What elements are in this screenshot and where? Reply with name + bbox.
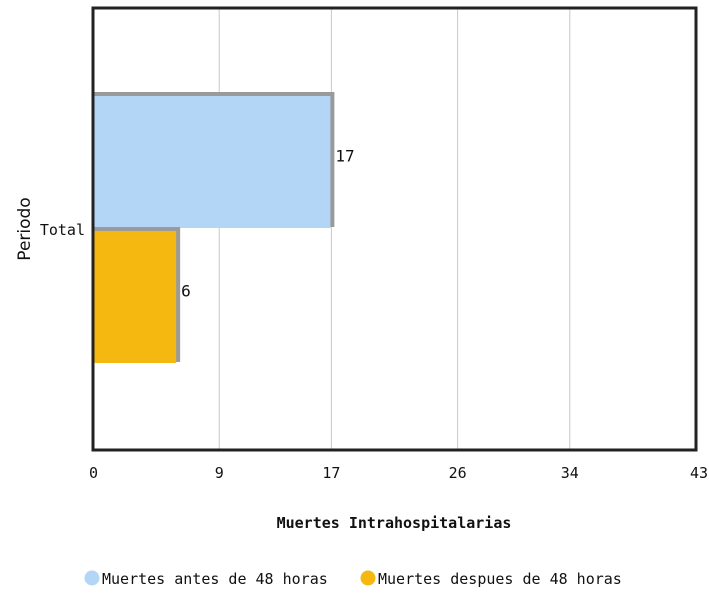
y-axis-title: Periodo	[15, 197, 35, 260]
x-tick-label: 9	[215, 464, 224, 482]
x-axis-title: Muertes Intrahospitalarias	[277, 514, 512, 532]
plot-frame	[91, 6, 698, 452]
x-tick-label: 26	[449, 464, 467, 482]
bars: 17 6	[93, 92, 355, 363]
gridlines	[218, 8, 571, 450]
x-tick-label: 43	[690, 464, 708, 482]
legend-marker	[84, 570, 100, 586]
x-tick-label: 0	[89, 464, 98, 482]
legend-label: Muertes antes de 48 horas	[102, 570, 328, 588]
x-tick-label: 34	[561, 464, 579, 482]
bar	[93, 231, 177, 363]
x-tick-label: 17	[322, 464, 340, 482]
legend-label: Muertes despues de 48 horas	[378, 570, 622, 588]
x-ticks: 0 9 17 26 34 43	[89, 464, 708, 482]
y-category-label: Total	[40, 221, 85, 239]
legend-marker	[360, 570, 376, 586]
legend: Muertes antes de 48 horas Muertes despues…	[84, 570, 622, 588]
data-label: 17	[335, 147, 354, 166]
data-label: 6	[181, 282, 191, 301]
bar	[93, 96, 331, 228]
plot-area	[93, 8, 696, 450]
y-categories: Total	[40, 221, 85, 239]
